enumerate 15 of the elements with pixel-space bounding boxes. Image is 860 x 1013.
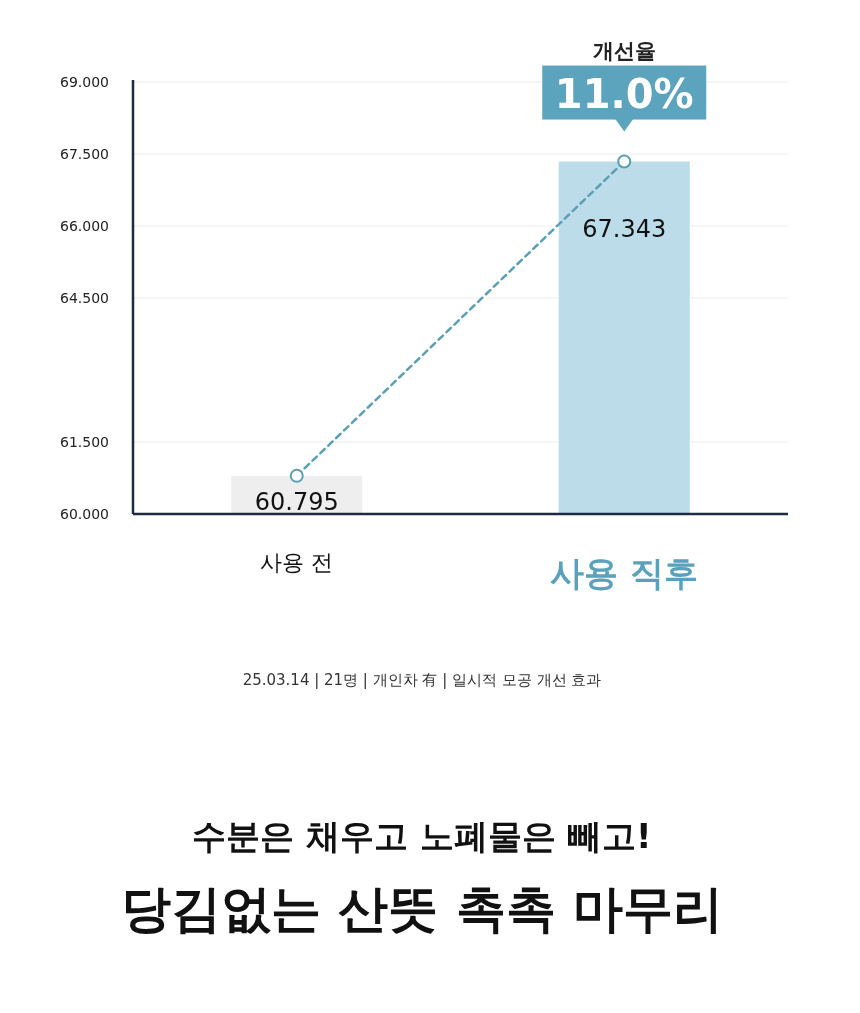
x-tick-label: 사용 직후 — [550, 553, 699, 593]
data-label: 67.343 — [582, 214, 667, 243]
x-tick-label: 사용 전 — [260, 550, 334, 575]
text: 25.03.14 | 21명 | 개인차 有 | 일시적 모공 개선 효과 — [242, 671, 602, 689]
annotation: 11.0% — [554, 70, 694, 117]
y-tick-label: 60.000 — [60, 506, 109, 522]
data-label: 60.795 — [254, 487, 339, 516]
y-tick-label: 66.000 — [60, 218, 109, 234]
text: 수분은 채우고 노폐물은 빼고! — [192, 816, 652, 856]
text: 개선율 — [592, 38, 656, 63]
text: 당김없는 산뜻 촉촉 마무리 — [120, 880, 724, 938]
y-tick-label: 61.500 — [60, 434, 109, 450]
y-tick-label: 69.000 — [60, 74, 109, 90]
y-tick-label: 64.500 — [60, 290, 109, 306]
y-tick-label: 67.500 — [60, 146, 109, 162]
